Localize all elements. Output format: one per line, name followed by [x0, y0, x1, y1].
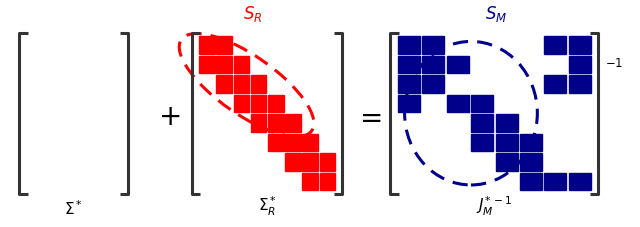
- Bar: [569, 173, 591, 190]
- Bar: [251, 114, 266, 132]
- Bar: [569, 56, 591, 73]
- Text: $S_M$: $S_M$: [486, 4, 508, 24]
- Bar: [268, 114, 284, 132]
- Bar: [199, 56, 215, 73]
- Bar: [234, 95, 249, 112]
- Bar: [303, 173, 318, 190]
- Bar: [268, 95, 284, 112]
- Bar: [447, 95, 468, 112]
- Bar: [422, 36, 444, 54]
- Bar: [569, 36, 591, 54]
- Bar: [398, 95, 420, 112]
- Bar: [471, 95, 493, 112]
- Text: $S_R$: $S_R$: [243, 4, 263, 24]
- Text: $=$: $=$: [354, 103, 382, 131]
- Bar: [422, 56, 444, 73]
- Bar: [569, 75, 591, 93]
- Bar: [319, 153, 335, 171]
- Bar: [447, 56, 468, 73]
- Bar: [319, 173, 335, 190]
- Bar: [520, 153, 542, 171]
- Bar: [471, 114, 493, 132]
- Bar: [545, 173, 566, 190]
- Bar: [234, 75, 249, 93]
- Bar: [285, 114, 301, 132]
- Bar: [495, 114, 518, 132]
- Bar: [545, 36, 566, 54]
- Bar: [285, 134, 301, 151]
- Bar: [398, 56, 420, 73]
- Bar: [520, 134, 542, 151]
- Bar: [495, 134, 518, 151]
- Bar: [268, 134, 284, 151]
- Bar: [303, 134, 318, 151]
- Bar: [471, 134, 493, 151]
- Bar: [216, 75, 232, 93]
- Bar: [234, 56, 249, 73]
- Bar: [216, 36, 232, 54]
- Bar: [216, 56, 232, 73]
- Text: $\Sigma_R^*$: $\Sigma_R^*$: [258, 195, 276, 218]
- Text: $\Sigma^*$: $\Sigma^*$: [64, 200, 83, 218]
- Bar: [422, 75, 444, 93]
- Text: $^{-1}$: $^{-1}$: [605, 59, 623, 77]
- Bar: [495, 153, 518, 171]
- Bar: [520, 173, 542, 190]
- Bar: [545, 75, 566, 93]
- Bar: [285, 153, 301, 171]
- Bar: [398, 75, 420, 93]
- Bar: [199, 36, 215, 54]
- Bar: [251, 95, 266, 112]
- Text: $J_M^{*\,-1}$: $J_M^{*\,-1}$: [476, 195, 513, 218]
- Bar: [398, 36, 420, 54]
- Bar: [251, 75, 266, 93]
- Text: $+$: $+$: [159, 103, 180, 131]
- Bar: [303, 153, 318, 171]
